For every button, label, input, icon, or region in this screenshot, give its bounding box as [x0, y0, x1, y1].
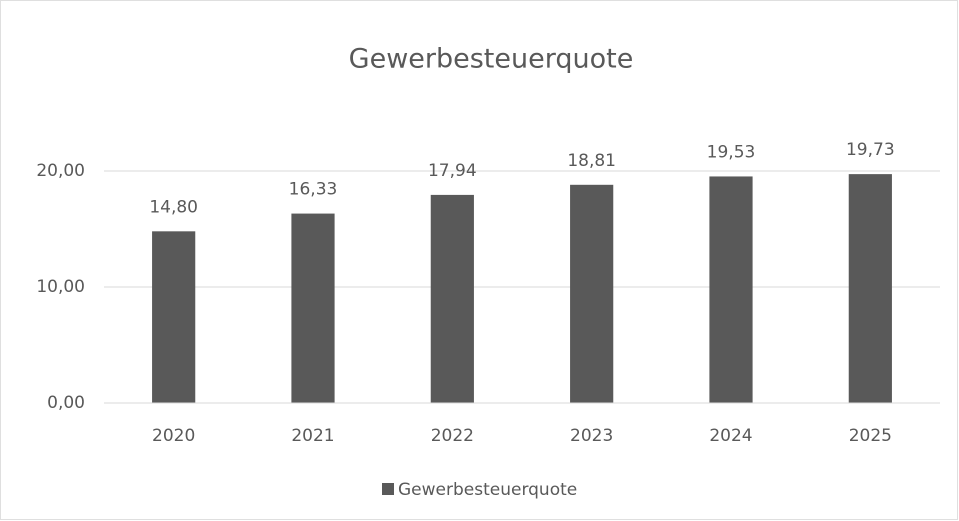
- x-tick-label: 2022: [431, 426, 474, 446]
- legend-label: Gewerbesteuerquote: [398, 480, 577, 500]
- bar: [430, 194, 474, 403]
- bar: [570, 184, 614, 403]
- x-tick-label: 2020: [152, 426, 195, 446]
- y-tick-label: 20,00: [36, 161, 85, 181]
- value-label: 19,53: [707, 142, 756, 162]
- bar: [291, 213, 335, 403]
- value-label: 17,94: [428, 161, 477, 181]
- bar: [848, 174, 892, 403]
- x-tick-label: 2023: [570, 426, 613, 446]
- bar: [152, 231, 196, 403]
- y-tick-label: 0,00: [47, 393, 85, 413]
- y-tick-label: 10,00: [36, 277, 85, 297]
- value-label: 14,80: [149, 197, 198, 217]
- x-tick-label: 2025: [849, 426, 892, 446]
- legend-swatch: [382, 483, 394, 495]
- value-label: 16,33: [289, 180, 338, 200]
- bar: [709, 176, 753, 403]
- x-tick-label: 2024: [709, 426, 752, 446]
- x-tick-label: 2021: [291, 426, 334, 446]
- chart-title: Gewerbesteuerquote: [349, 44, 634, 75]
- value-label: 18,81: [567, 151, 616, 171]
- value-label: 19,73: [846, 140, 895, 160]
